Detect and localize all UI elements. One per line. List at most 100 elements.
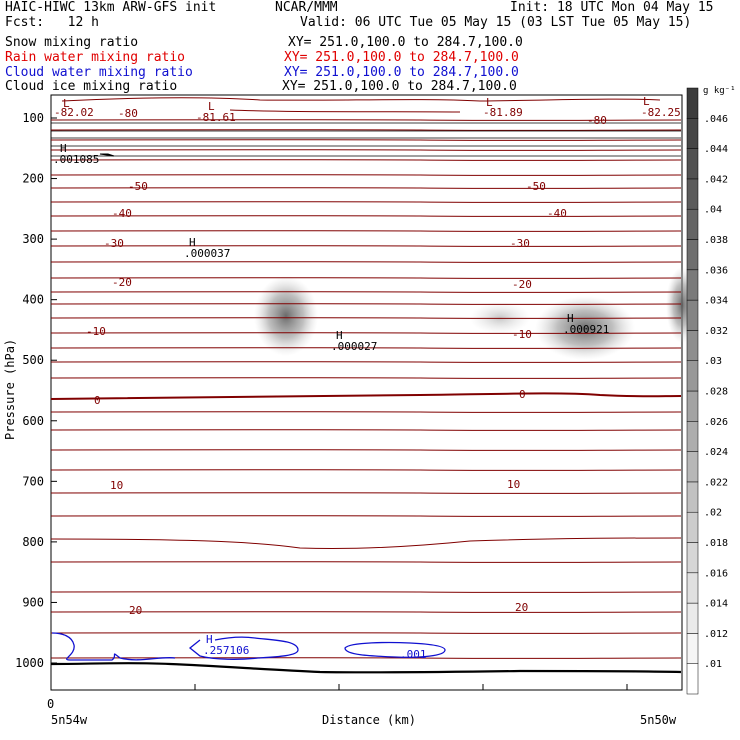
y-tick-label-2: 300 — [22, 232, 44, 246]
x-axis-title: Distance (km) — [322, 713, 416, 727]
isotherm-21 — [50, 377, 682, 379]
cloud-water-contours — [51, 632, 446, 661]
ice-contours — [50, 122, 681, 157]
colorbar-label-13: .036 — [704, 265, 728, 276]
valid-time: Valid: 06 UTC Tue 05 May 15 (03 LST Tue … — [300, 15, 692, 30]
colorbar-label-1: .012 — [704, 629, 728, 640]
title-center: NCAR/MMM — [275, 0, 338, 15]
iso-m30-a: -30 — [104, 237, 124, 250]
colorbar-label-7: .024 — [704, 447, 728, 458]
isotherm-7 — [50, 174, 682, 176]
isotherm-26 — [50, 469, 682, 471]
label-max-5: .257106 — [203, 644, 249, 657]
isotherm-4 — [50, 139, 682, 141]
isotherm-13 — [50, 261, 682, 263]
colorbar-label-4: .018 — [704, 538, 728, 549]
colorbar-swatch-0 — [686, 663, 699, 695]
iso-m80-b: -80 — [587, 114, 607, 127]
iso-10-b: 10 — [507, 478, 520, 491]
iso-m30-b: -30 — [510, 237, 530, 250]
isotherm-29 — [50, 537, 682, 550]
field-cloudwater-xy: XY= 251.0,100.0 to 284.7,100.0 — [284, 65, 519, 80]
isotherm-17 — [50, 317, 682, 319]
cloud-water-contour-1 — [51, 632, 176, 661]
y-tick-label-4: 500 — [22, 353, 44, 367]
colorbar-label-11: .032 — [704, 326, 728, 337]
ice-blob-3 — [535, 296, 635, 360]
iso-m10-b: -10 — [512, 328, 532, 341]
colorbar-label-18: .046 — [704, 114, 728, 125]
y-tick-label-0: 100 — [22, 111, 44, 125]
terrain-line — [50, 662, 682, 674]
h-marker-2: H — [189, 236, 196, 249]
isotherm-16 — [50, 303, 682, 305]
h-marker-1: H — [60, 142, 67, 155]
colorbar-label-17: .044 — [704, 144, 728, 155]
colorbar-label-9: .028 — [704, 387, 728, 398]
isotherm-19 — [50, 347, 682, 349]
isotherm-0 — [61, 97, 661, 102]
iso-m20-a: -20 — [112, 276, 132, 289]
field-snow-xy: XY= 251.0,100.0 to 284.7,100.0 — [288, 35, 523, 50]
cloud-water-contour-2 — [188, 636, 299, 660]
l-marker-4: L — [643, 95, 650, 108]
label-cw-contour: .001 — [400, 648, 427, 661]
colorbar-label-6: .022 — [704, 477, 728, 488]
colorbar-unit: g kg⁻¹ — [703, 86, 736, 96]
iso-m40-b: -40 — [547, 207, 567, 220]
cloud-water-contour-3 — [344, 641, 446, 658]
l-marker-3: L — [486, 96, 493, 109]
colorbar-label-8: .026 — [704, 417, 728, 428]
l-marker-2: L — [208, 100, 215, 113]
colorbar-label-14: .038 — [704, 235, 728, 246]
x-right-label: 5n50w — [640, 713, 677, 727]
colorbar: .01 .012 .014 .016 .018 .02 .022 .024 .026 .028 .0… — [686, 87, 728, 695]
label-max-1: .001085 — [53, 153, 99, 166]
field-snow-name: Snow mixing ratio — [5, 35, 139, 50]
colorbar-label-2: .014 — [704, 599, 728, 610]
plot-area — [50, 94, 683, 691]
l-marker-1: L — [63, 97, 70, 110]
contour-labels: -82.02 -81.61 -81.89 -82.25 L L L L -80 … — [54, 95, 681, 617]
field-rain-name: Rain water mixing ratio — [5, 50, 186, 65]
ice-extrema-labels: H .001085 H .000037 H .000027 H .000921 — [53, 142, 609, 353]
ice-blob-1 — [254, 276, 318, 356]
init-time: Init: 18 UTC Mon 04 May 15 — [510, 0, 714, 15]
colorbar-swatch-8 — [686, 421, 699, 452]
colorbar-swatch-12 — [686, 299, 699, 331]
isotherm-14 — [50, 277, 682, 279]
colorbar-swatch-13 — [686, 269, 699, 301]
isotherm-15 — [50, 291, 682, 293]
iso-0-b: 0 — [519, 388, 526, 401]
h-marker-4: H — [567, 312, 574, 325]
colorbar-swatch-1 — [686, 633, 699, 664]
colorbar-label-16: .042 — [704, 174, 728, 185]
isotherm-27 — [50, 492, 682, 494]
iso-10-a: 10 — [110, 479, 123, 492]
isotherm-33 — [50, 632, 682, 634]
iso-m50-b: -50 — [526, 180, 546, 193]
x-left-label: 5n54w — [51, 713, 88, 727]
isotherm-30 — [50, 561, 682, 563]
label-min-1: -82.02 — [54, 106, 94, 119]
colorbar-swatch-19 — [686, 87, 699, 119]
iso-m10-a: -10 — [86, 325, 106, 338]
colorbar-swatch-3 — [686, 572, 699, 604]
colorbar-label-5: .02 — [704, 508, 722, 519]
field-cloudice-xy: XY= 251.0,100.0 to 284.7,100.0 — [282, 79, 517, 94]
colorbar-swatch-10 — [686, 360, 699, 392]
y-tick-label-1: 200 — [22, 172, 44, 186]
colorbar-label-12: .034 — [704, 296, 728, 307]
isotherm-8 — [50, 187, 682, 189]
colorbar-swatch-5 — [686, 511, 699, 543]
y-axis-title: Pressure (hPa) — [3, 339, 17, 440]
isotherm-5 — [50, 149, 682, 151]
y-tick-label-8: 900 — [22, 595, 44, 609]
isotherm-2 — [50, 119, 682, 121]
iso-m40-a: -40 — [112, 207, 132, 220]
colorbar-swatch-18 — [686, 118, 699, 149]
colorbar-swatch-6 — [686, 481, 699, 513]
label-min-2: -81.61 — [196, 111, 236, 124]
label-min-4: -82.25 — [641, 106, 681, 119]
isotherm-1 — [229, 109, 461, 113]
